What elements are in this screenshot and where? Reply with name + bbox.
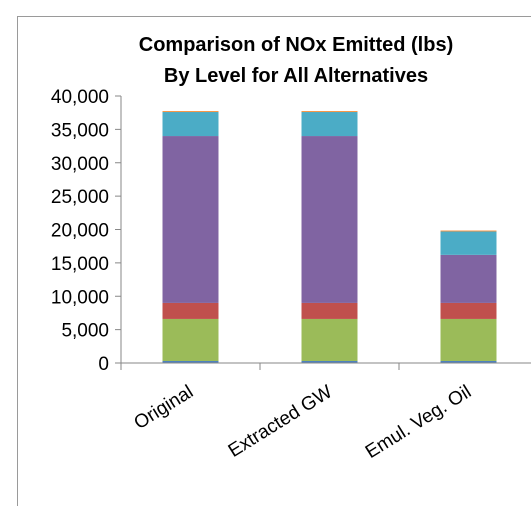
y-tick-label: 35,000 [51,120,109,141]
bar-segment-1 [162,360,219,363]
bar-segment-4 [301,136,358,303]
bar-segment-1 [440,360,497,363]
bar-segment-3 [162,302,219,319]
bar-segment-3 [440,302,497,319]
y-tick-label: 30,000 [51,154,109,175]
bar-segment-2 [440,318,497,361]
y-tick-label: 10,000 [51,287,109,308]
bar-segment-5 [301,112,358,137]
y-tick-label: 5,000 [61,321,109,342]
bar-segment-4 [440,254,497,303]
bar-segment-1 [301,360,358,363]
y-tick-label: 0 [98,354,109,375]
y-tick-label: 40,000 [51,87,109,108]
x-category-label: Extracted GW [225,381,336,462]
y-tick-label: 15,000 [51,254,109,275]
y-tick-label: 25,000 [51,187,109,208]
x-category-label: Original [130,381,197,434]
chart-border-left [17,16,18,506]
chart-border-top [17,16,531,17]
chart-subtitle: By Level for All Alternatives [163,65,429,87]
y-tick-label: 20,000 [51,221,109,242]
bar-segment-3 [301,302,358,319]
bar-segment-6 [162,111,219,113]
bar-segment-5 [440,231,497,255]
chart-title: Comparison of NOx Emitted (lbs) [138,34,454,56]
bar-segment-2 [162,318,219,361]
bar-segment-2 [301,318,358,361]
bar-segment-4 [162,136,219,303]
bar-segment-6 [440,230,497,232]
chart-title-block: Comparison of NOx Emitted (lbs) By Level… [86,30,506,92]
bar-segment-5 [162,112,219,137]
bar-segment-6 [301,111,358,113]
x-category-label: Emul. Veg. Oil [362,381,475,463]
